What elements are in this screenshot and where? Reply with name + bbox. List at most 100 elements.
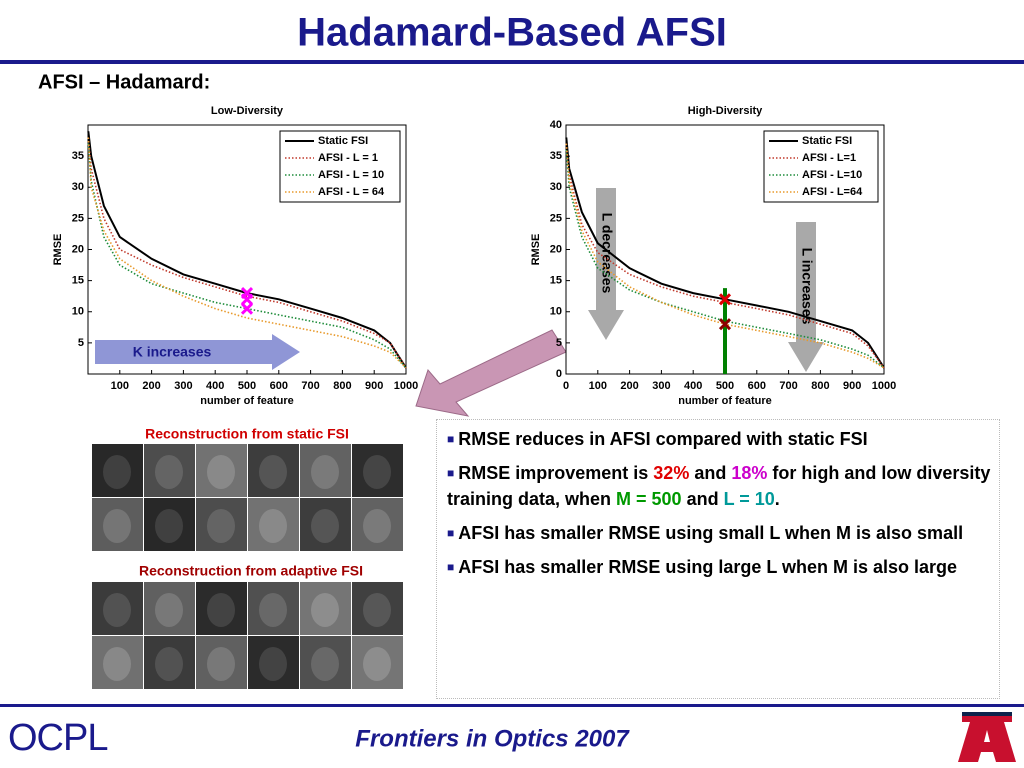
y-tick-label: 40 [550, 119, 562, 131]
y-axis-label: RMSE [530, 234, 542, 266]
bullet-text: and [689, 463, 732, 483]
y-tick-label: 15 [550, 275, 562, 287]
x-tick-label: 200 [142, 380, 160, 392]
thumbnail-detail [311, 647, 339, 681]
pointer-arrow [415, 329, 567, 417]
x-tick-label: 300 [174, 380, 192, 392]
x-tick-label: 900 [843, 380, 861, 392]
y-tick-label: 20 [72, 243, 84, 255]
bullet: ■ AFSI has smaller RMSE using small L whe… [447, 520, 995, 546]
footer-text: Frontiers in Optics 2007 [355, 725, 630, 752]
x-tick-label: 400 [206, 380, 224, 392]
footer-rule [0, 704, 1024, 707]
thumbnail-detail [155, 647, 183, 681]
series-line [87, 137, 407, 369]
bullet-text: 18% [731, 463, 768, 483]
y-tick-label: 5 [78, 337, 84, 349]
caption: Reconstruction from adaptive FSI [139, 563, 363, 579]
bullet-box: ■ RMSE reduces in AFSI compared with stat… [436, 419, 1000, 699]
bullet: ■ RMSE improvement is 32% and 18% for hig… [447, 460, 995, 512]
y-tick-label: 20 [550, 243, 562, 255]
bullet-marker: ■ [447, 560, 455, 574]
marker [240, 293, 254, 306]
thumbnail-detail [363, 647, 391, 681]
legend-label: AFSI - L = 64 [318, 186, 385, 198]
series-line [87, 137, 407, 369]
thumbnail-detail [155, 593, 183, 627]
slide-title: Hadamard-Based AFSI [297, 11, 727, 55]
thumbnail-detail [363, 593, 391, 627]
x-tick-label: 600 [270, 380, 288, 392]
x-tick-label: 1000 [872, 380, 896, 392]
bullet-text: AFSI has smaller RMSE using small L when… [458, 523, 964, 543]
legend-label: AFSI - L=10 [802, 169, 862, 181]
x-tick-label: 0 [563, 380, 569, 392]
legend-label: AFSI - L=1 [802, 152, 856, 164]
university-logo [958, 712, 1016, 762]
thumbnail-detail [259, 593, 287, 627]
x-tick-label: 600 [748, 380, 766, 392]
series-line [565, 137, 885, 369]
legend-label: AFSI - L=64 [802, 186, 863, 198]
annotation-arrow [95, 334, 300, 370]
y-tick-label: 0 [556, 368, 562, 380]
series-line [87, 131, 407, 369]
thumbnail-detail [155, 455, 183, 489]
x-tick-label: 300 [652, 380, 670, 392]
x-tick-label: 100 [589, 380, 607, 392]
bullet-text: and [681, 489, 724, 509]
bullet-marker: ■ [447, 466, 455, 480]
y-tick-label: 15 [72, 275, 84, 287]
annotation-arrow [588, 188, 624, 340]
y-tick-label: 30 [72, 181, 84, 193]
y-tick-label: 30 [550, 181, 562, 193]
bullet-text: RMSE reduces in AFSI compared with stati… [458, 429, 868, 449]
x-tick-label: 500 [238, 380, 256, 392]
bullet-text: AFSI has smaller RMSE using large L when… [458, 557, 958, 577]
bullet-marker: ■ [447, 432, 455, 446]
marker [240, 302, 254, 315]
thumbnail-detail [207, 647, 235, 681]
x-tick-label: 200 [620, 380, 638, 392]
thumbnail-detail [363, 509, 391, 543]
legend-label: Static FSI [318, 135, 368, 147]
annotation: L decreases [599, 213, 615, 294]
thumbnail-detail [207, 509, 235, 543]
annotation: K increases [133, 344, 212, 360]
bullet-text: for high and low diversity training data… [447, 463, 991, 509]
thumbnail-detail [103, 647, 131, 681]
series-line [87, 143, 407, 369]
subtitle: AFSI – Hadamard: [38, 71, 210, 93]
thumbnail-detail [311, 593, 339, 627]
legend-box [763, 130, 879, 203]
y-tick-label: 10 [550, 306, 562, 318]
x-tick-label: 800 [333, 380, 351, 392]
x-tick-label: 1000 [394, 380, 418, 392]
y-tick-label: 25 [72, 212, 84, 224]
x-axis-label: number of feature [200, 395, 294, 407]
y-axis-label: RMSE [52, 234, 64, 266]
bullet-text: RMSE improvement is [458, 463, 654, 483]
x-tick-label: 400 [684, 380, 702, 392]
thumbnail-detail [103, 455, 131, 489]
bullet-text: 32% [653, 463, 690, 483]
thumbnail-detail [207, 593, 235, 627]
series-line [565, 143, 885, 369]
annotation: L increases [799, 248, 815, 325]
marker [718, 293, 732, 306]
thumbnail-detail [259, 509, 287, 543]
series-line [565, 149, 885, 369]
y-tick-label: 10 [72, 306, 84, 318]
x-tick-label: 500 [716, 380, 734, 392]
thumbnail-detail [207, 455, 235, 489]
thumbnail-detail [259, 455, 287, 489]
bullet-text: M = 500 [616, 489, 682, 509]
y-tick-label: 25 [550, 212, 562, 224]
thumbnail-detail [103, 509, 131, 543]
image-grids [92, 444, 403, 689]
x-tick-label: 700 [779, 380, 797, 392]
y-tick-label: 5 [556, 337, 562, 349]
x-tick-label: 800 [811, 380, 829, 392]
